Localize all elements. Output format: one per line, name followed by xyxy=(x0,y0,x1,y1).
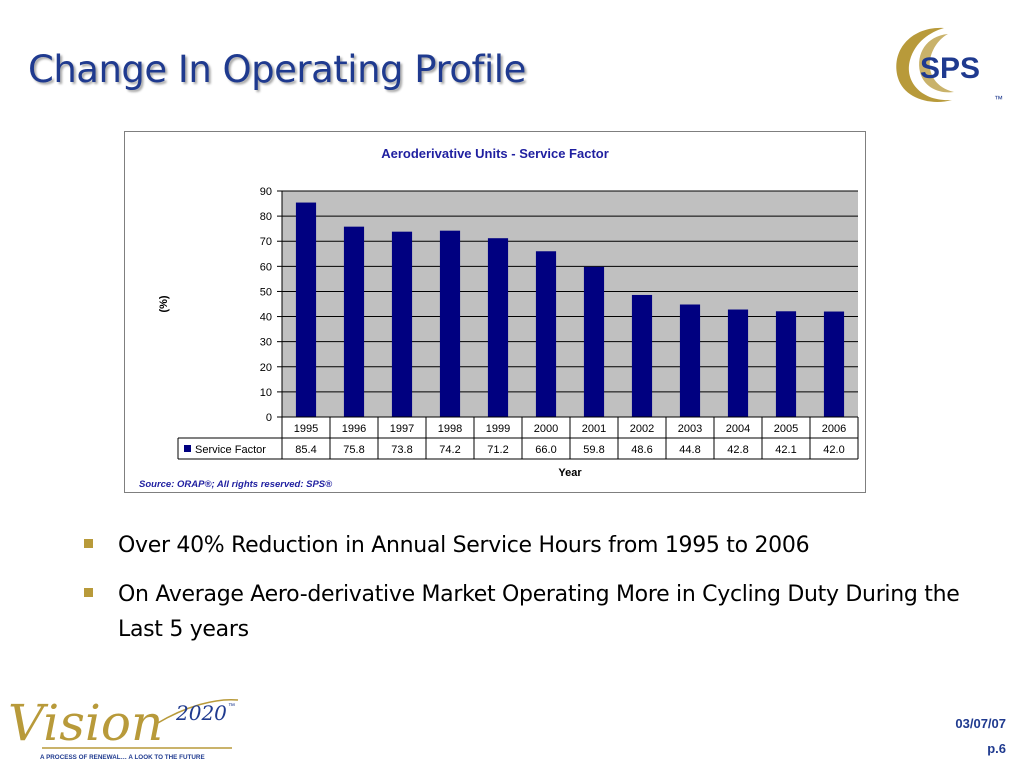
chart-source: Source: ORAP®; All rights reserved: SPS® xyxy=(139,479,332,490)
vision-logo-tm: ™ xyxy=(228,703,235,710)
bar xyxy=(679,304,701,417)
bar xyxy=(391,231,413,417)
bullet-text: Over 40% Reduction in Annual Service Hou… xyxy=(118,533,810,558)
bar xyxy=(343,226,365,417)
bullet-text: On Average Aero-derivative Market Operat… xyxy=(118,582,960,642)
legend-label: Service Factor xyxy=(195,444,266,456)
bullet-list: Over 40% Reduction in Annual Service Hou… xyxy=(80,528,960,661)
y-tick-label: 10 xyxy=(260,387,272,399)
chart-title: Aeroderivative Units - Service Factor xyxy=(381,146,609,161)
data-label: 66.0 xyxy=(535,444,556,456)
data-label: 75.8 xyxy=(343,444,364,456)
x-tick-label: 2004 xyxy=(726,423,750,435)
x-tick-label: 2005 xyxy=(774,423,798,435)
bar xyxy=(583,266,605,417)
plot-area xyxy=(282,191,858,417)
data-label: 74.2 xyxy=(439,444,460,456)
x-tick-label: 1996 xyxy=(342,423,366,435)
data-label: 48.6 xyxy=(631,444,652,456)
bullet-item: On Average Aero-derivative Market Operat… xyxy=(80,577,960,647)
sps-logo-swoosh-inner xyxy=(919,34,954,93)
bullet-marker xyxy=(84,588,93,597)
y-tick-label: 90 xyxy=(260,186,272,198)
data-label: 71.2 xyxy=(487,444,508,456)
y-tick-label: 0 xyxy=(266,412,272,424)
bar xyxy=(823,311,845,417)
y-tick-label: 70 xyxy=(260,236,272,248)
slide-date: 03/07/07 xyxy=(955,716,1006,731)
bullet-item: Over 40% Reduction in Annual Service Hou… xyxy=(80,528,960,563)
slide-title: Change In Operating Profile xyxy=(28,48,526,91)
bar xyxy=(775,311,797,417)
sps-logo-swoosh xyxy=(896,27,952,102)
page-number: p.6 xyxy=(987,741,1006,756)
y-tick-label: 20 xyxy=(260,362,272,374)
data-label: 42.1 xyxy=(775,444,796,456)
chart-frame: Aeroderivative Units - Service Factor 0 10… xyxy=(124,131,866,493)
vision-logo-tagline: A PROCESS OF RENEWAL… A LOOK TO THE FUTU… xyxy=(40,754,205,761)
data-label: 59.8 xyxy=(583,444,604,456)
data-label: 73.8 xyxy=(391,444,412,456)
x-tick-label: 2003 xyxy=(678,423,702,435)
y-tick-label: 80 xyxy=(260,211,272,223)
service-factor-chart: Aeroderivative Units - Service Factor 0 10… xyxy=(139,146,859,490)
sps-logo: SPS ™ xyxy=(896,27,1003,104)
data-label: 42.0 xyxy=(823,444,844,456)
data-label: 44.8 xyxy=(679,444,700,456)
y-tick-label: 50 xyxy=(260,286,272,298)
x-tick-label: 2006 xyxy=(822,423,846,435)
vision-2020-logo: Vision 2020 ™ A PROCESS OF RENEWAL… A LO… xyxy=(8,694,239,761)
bullet-marker xyxy=(84,539,93,548)
y-tick-label: 40 xyxy=(260,312,272,324)
x-tick-label: 2000 xyxy=(534,423,558,435)
sps-logo-text: SPS xyxy=(920,52,980,85)
bar xyxy=(727,309,749,417)
sps-logo-tm: ™ xyxy=(994,94,1003,104)
legend-swatch xyxy=(184,445,191,452)
vision-logo-year: 2020 xyxy=(175,701,227,725)
x-tick-label: 1999 xyxy=(486,423,510,435)
bar xyxy=(439,230,461,417)
x-tick-label: 2002 xyxy=(630,423,654,435)
y-tick-label: 60 xyxy=(260,261,272,273)
x-tick-label: 2001 xyxy=(582,423,606,435)
y-axis-label: (%) xyxy=(158,295,170,312)
bar xyxy=(487,238,509,417)
vision-logo-word: Vision xyxy=(8,694,163,752)
x-axis-label: Year xyxy=(558,467,582,479)
data-label: 42.8 xyxy=(727,444,748,456)
data-label: 85.4 xyxy=(295,444,316,456)
x-tick-label: 1997 xyxy=(390,423,414,435)
x-tick-label: 1995 xyxy=(294,423,318,435)
bar xyxy=(535,251,557,417)
vision-logo-swoosh xyxy=(155,698,239,725)
bar xyxy=(631,294,653,417)
x-tick-label: 1998 xyxy=(438,423,462,435)
bar xyxy=(295,202,317,417)
y-tick-label: 30 xyxy=(260,337,272,349)
